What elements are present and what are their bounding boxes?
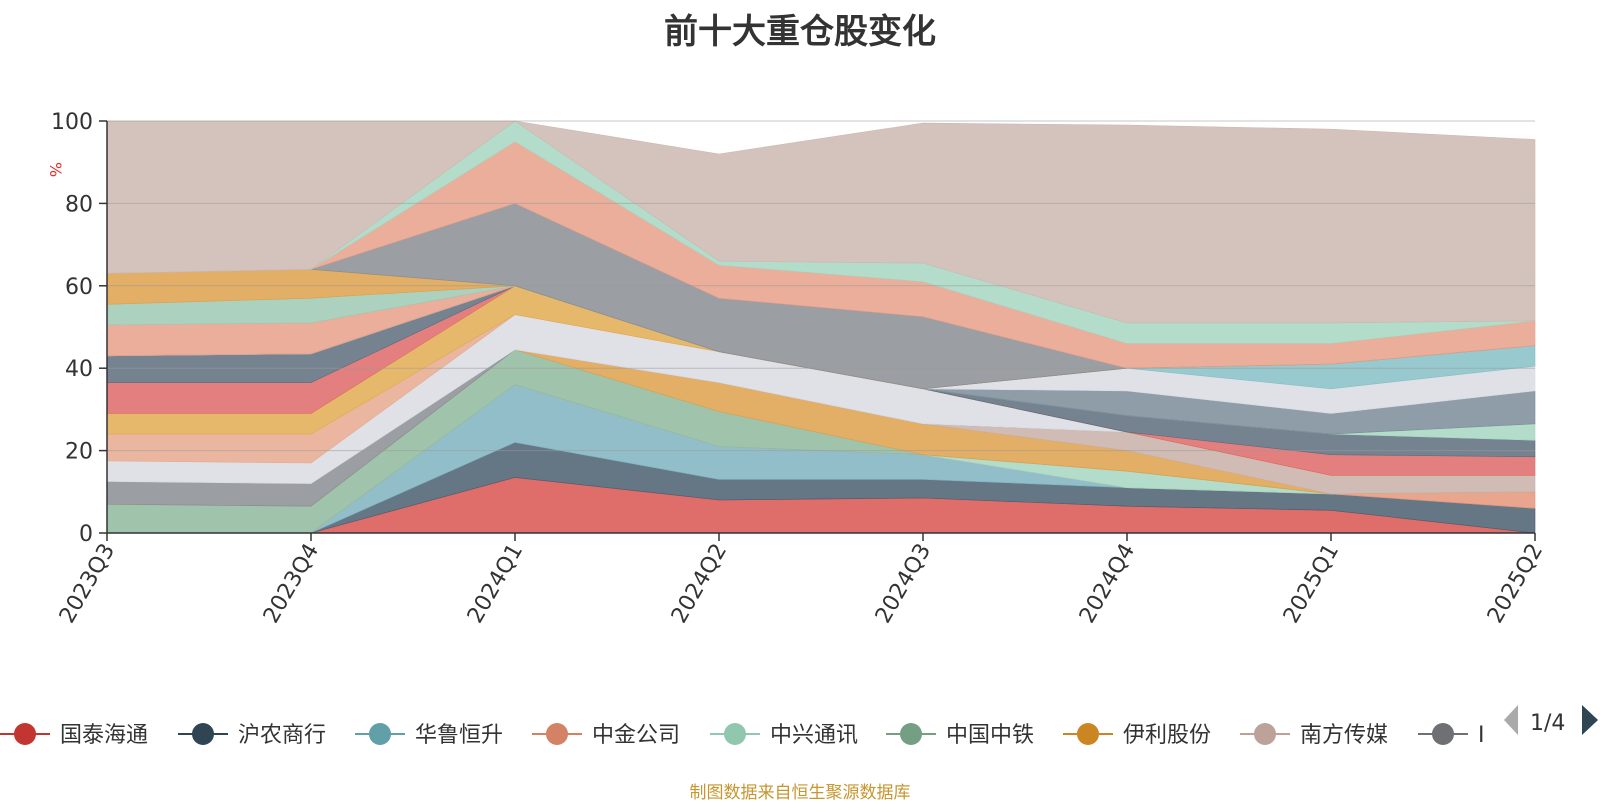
legend-item-5[interactable]: 中国中铁 <box>886 723 1034 748</box>
legend-next-icon[interactable] <box>1582 705 1598 735</box>
legend-item-1[interactable]: 沪农商行 <box>178 723 326 748</box>
legend-item-6[interactable]: 伊利股份 <box>1063 723 1211 748</box>
x-tick-label-2: 2024Q1 <box>463 540 528 628</box>
y-tick-label-3: 60 <box>65 275 93 300</box>
legend-marker-0 <box>14 723 36 745</box>
legend-prev-icon[interactable] <box>1504 705 1518 735</box>
x-axis-ticks: 2023Q3 2023Q4 2024Q1 2024Q2 2024Q3 2024Q4 2025… <box>55 533 1548 628</box>
legend-pager: 1/4 <box>1504 705 1598 736</box>
legend-item-3[interactable]: 中金公司 <box>532 723 680 748</box>
x-tick-label-4: 2024Q3 <box>871 540 936 628</box>
legend-item-8[interactable]: I <box>1418 723 1485 748</box>
legend-item-4[interactable]: 中兴通讯 <box>710 723 858 748</box>
x-tick-label-6: 2025Q1 <box>1279 540 1344 628</box>
x-tick-label-0: 2023Q3 <box>55 540 120 628</box>
legend-marker-6 <box>1077 723 1099 745</box>
y-tick-label-1: 20 <box>65 440 93 465</box>
y-axis-ticks: 0 20 40 60 80 100 <box>51 110 107 547</box>
legend-label-8: I <box>1478 723 1485 748</box>
legend-label-4: 中兴通讯 <box>770 723 858 748</box>
x-tick-label-7: 2025Q2 <box>1483 540 1548 628</box>
legend-marker-3 <box>546 723 568 745</box>
legend-marker-8 <box>1432 723 1454 745</box>
y-tick-label-0: 0 <box>79 522 93 547</box>
legend-label-1: 沪农商行 <box>238 723 326 748</box>
legend-page-indicator: 1/4 <box>1530 711 1565 736</box>
axes <box>106 121 1535 534</box>
y-axis-unit: % <box>46 162 65 177</box>
x-tick-label-5: 2024Q4 <box>1075 540 1140 628</box>
legend-item-0[interactable]: 国泰海通 <box>0 723 148 748</box>
legend-marker-1 <box>192 723 214 745</box>
legend-label-3: 中金公司 <box>592 723 680 748</box>
legend-label-5: 中国中铁 <box>946 723 1034 748</box>
legend-marker-2 <box>369 723 391 745</box>
y-tick-label-5: 100 <box>51 110 93 135</box>
area-series-24 <box>106 120 1536 324</box>
y-tick-label-2: 40 <box>65 357 93 382</box>
grid-lines <box>107 120 1535 452</box>
chart-title: 前十大重仓股变化 <box>664 12 936 52</box>
legend-label-6: 伊利股份 <box>1123 723 1211 748</box>
legend-marker-4 <box>724 723 746 745</box>
plot-areas <box>106 120 1536 534</box>
legend-item-7[interactable]: 南方传媒 <box>1240 723 1388 748</box>
source-note: 制图数据来自恒生聚源数据库 <box>689 783 911 803</box>
legend: 国泰海通 沪农商行 华鲁恒升 中金公司 中兴通讯 中国中铁 伊利股份 南方传媒 I <box>0 723 1485 748</box>
legend-marker-7 <box>1254 723 1276 745</box>
legend-label-0: 国泰海通 <box>60 723 148 748</box>
x-tick-label-3: 2024Q2 <box>667 540 732 628</box>
legend-label-2: 华鲁恒升 <box>415 723 503 748</box>
legend-label-7: 南方传媒 <box>1300 723 1388 748</box>
legend-marker-5 <box>900 723 922 745</box>
x-tick-label-1: 2023Q4 <box>259 540 324 628</box>
y-tick-label-4: 80 <box>65 192 93 217</box>
legend-item-2[interactable]: 华鲁恒升 <box>355 723 503 748</box>
